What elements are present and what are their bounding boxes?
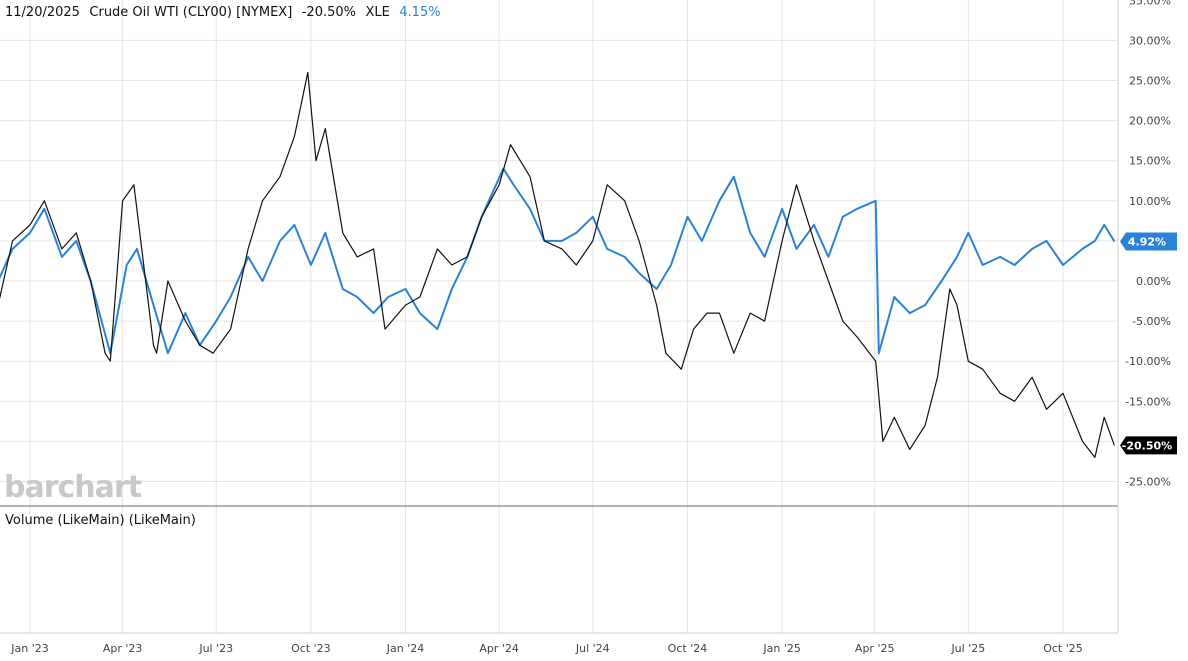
y-tick-label: 20.00% [1129,115,1171,128]
x-tick-label: Jul '25 [950,642,985,655]
end-label-crude-oil: -20.50% [1120,436,1177,455]
end-label-xle: 4.92% [1120,232,1177,251]
header-compare-symbol[interactable]: XLE [365,5,389,20]
x-tick-label: Apr '23 [103,642,143,655]
x-tick-label: Jan '24 [386,642,424,655]
grid [0,0,1118,633]
series-line-xle [0,167,1116,355]
y-tick-label: 0.00% [1136,275,1171,288]
end-label-box [1120,232,1177,251]
end-label-text: 4.92% [1128,236,1166,249]
end-labels: -20.50% 4.92% [1120,232,1177,455]
y-tick-label: 10.00% [1129,195,1171,208]
y-tick-label: 30.00% [1129,34,1171,47]
header-symbol[interactable]: Crude Oil WTI (CLY00) [NYMEX] [89,5,292,20]
y-tick-label: -5.00% [1132,315,1171,328]
x-tick-label: Oct '25 [1043,642,1083,655]
x-tick-label: Jul '24 [575,642,610,655]
x-tick-label: Oct '24 [668,642,708,655]
series-layer [0,71,1116,458]
y-tick-label: 35.00% [1129,0,1171,7]
x-tick-label: Oct '23 [291,642,331,655]
y-tick-label: 25.00% [1129,75,1171,88]
header-date: 11/20/2025 [5,5,80,20]
x-tick-label: Jul '23 [198,642,233,655]
end-label-box [1120,436,1177,455]
chart-header: 11/20/2025 Crude Oil WTI (CLY00) [NYMEX]… [5,3,441,20]
x-tick-label: Jan '23 [10,642,48,655]
header-compare-change: 4.15% [399,5,440,20]
y-tick-label: 15.00% [1129,155,1171,168]
volume-panel-label: Volume (LikeMain) (LikeMain) [5,513,196,528]
axis-frame [0,0,1119,634]
series-line-crude-oil [0,71,1115,458]
y-tick-label: -10.00% [1125,355,1171,368]
x-tick-label: Apr '25 [855,642,895,655]
x-tick-label: Jan '25 [762,642,800,655]
y-tick-label: -25.00% [1125,476,1171,489]
end-label-text: -20.50% [1122,439,1172,452]
x-tick-label: Apr '24 [479,642,519,655]
watermark-logo: barchart [4,470,142,505]
header-symbol-change: -20.50% [302,5,356,20]
x-axis: Jan '23 Apr '23 Jul '23 Oct '23 Jan '24 Apr '… [10,642,1083,655]
y-tick-label: -15.00% [1125,395,1171,408]
